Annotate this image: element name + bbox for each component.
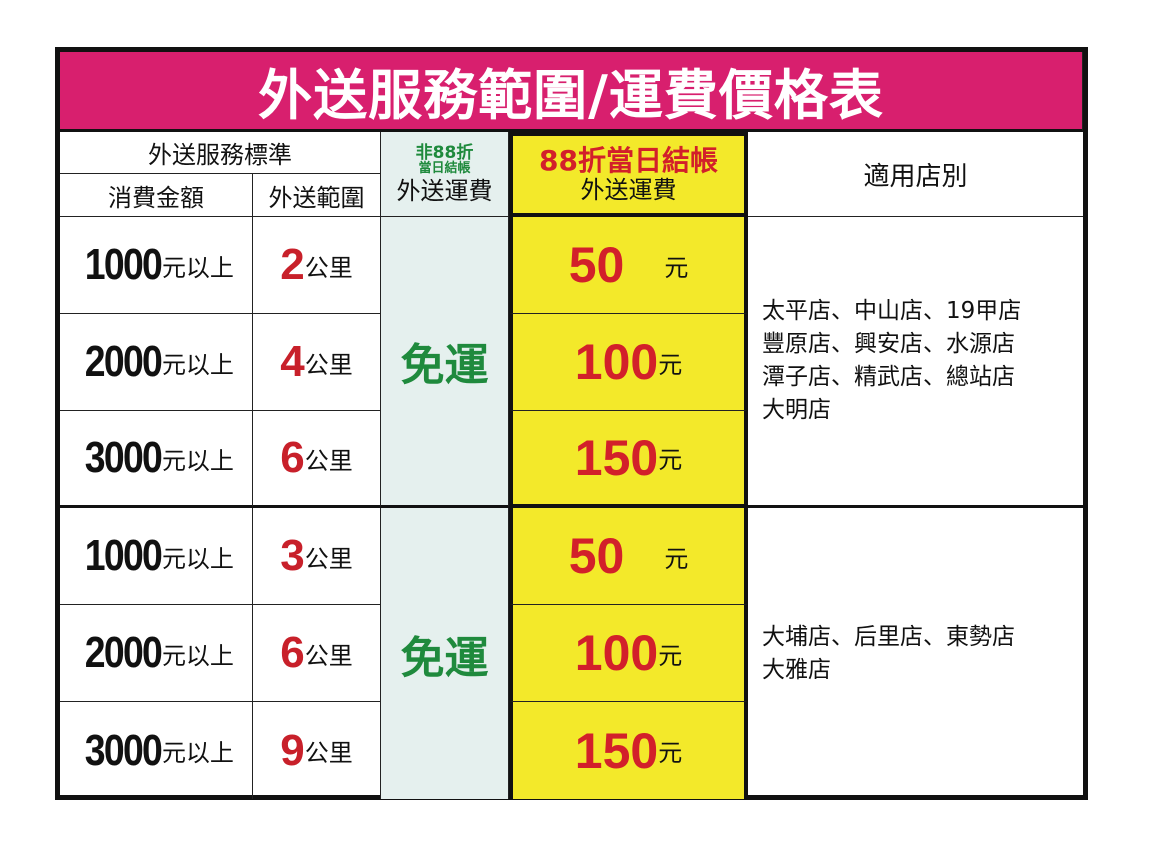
d88-fee-label: 外送運費 <box>580 175 677 204</box>
non88-label: 非88折 <box>415 143 474 163</box>
distance-value: 3 <box>280 531 305 580</box>
distance-cell: 6 公里 <box>253 411 381 508</box>
distance-value: 4 <box>280 337 305 386</box>
amount-unit: 元以上 <box>161 253 234 282</box>
header-range: 外送範圍 <box>253 174 381 217</box>
distance-cell: 9 公里 <box>253 702 381 799</box>
amount-cell: 1000 元以上 <box>60 217 253 314</box>
free-shipping-label: 免運 <box>400 632 489 684</box>
fee-value: 100 <box>574 625 659 681</box>
d88-label: 88折當日結帳 <box>539 143 718 177</box>
distance-unit: 公里 <box>304 350 353 379</box>
amount-cell: 2000 元以上 <box>60 314 253 411</box>
header-service-standard: 外送服務標準 <box>60 132 381 174</box>
free-shipping-label: 免運 <box>400 340 489 391</box>
distance-unit: 公里 <box>304 253 353 282</box>
distance-cell: 2 公里 <box>253 217 381 314</box>
fee-unit: 元 <box>658 641 683 670</box>
fee-unit: 元 <box>658 739 683 767</box>
table-title: 外送服務範圍/運費價格表 <box>60 52 1083 132</box>
amount-value: 3000 <box>84 725 163 775</box>
amount-unit: 元以上 <box>161 544 234 573</box>
amount-cell: 2000 元以上 <box>60 605 253 702</box>
amount-value: 2000 <box>84 337 163 386</box>
distance-unit: 公里 <box>304 544 353 573</box>
amount-cell: 1000 元以上 <box>60 508 253 605</box>
fee-cell: 50 元 <box>509 508 748 605</box>
distance-cell: 3 公里 <box>253 508 381 605</box>
amount-cell: 3000 元以上 <box>60 702 253 799</box>
free-shipping-cell: 免運 <box>381 217 509 508</box>
fee-cell: 100 元 <box>509 314 748 411</box>
stores-list: 大埔店、后里店、東勢店 大雅店 <box>762 623 1015 683</box>
stores-cell: 大埔店、后里店、東勢店 大雅店 <box>748 508 1083 799</box>
distance-cell: 4 公里 <box>253 314 381 411</box>
distance-value: 6 <box>280 628 305 677</box>
distance-value: 6 <box>280 433 305 482</box>
amount-unit: 元以上 <box>161 739 234 767</box>
non88-sublabel: 當日結帳 <box>418 161 471 176</box>
fee-value: 100 <box>574 334 659 390</box>
amount-value: 2000 <box>84 628 163 677</box>
fee-value: 50 <box>568 237 625 293</box>
fee-value: 50 <box>568 528 625 584</box>
stores-list: 太平店、中山店、19甲店 豐原店、興安店、水源店 潭子店、精武店、總站店 大明店 <box>762 298 1022 423</box>
fee-unit: 元 <box>664 253 689 282</box>
distance-value: 9 <box>280 725 305 775</box>
amount-unit: 元以上 <box>161 350 234 379</box>
amount-value: 3000 <box>84 433 163 482</box>
amount-cell: 3000 元以上 <box>60 411 253 508</box>
stores-cell: 太平店、中山店、19甲店 豐原店、興安店、水源店 潭子店、精武店、總站店 大明店 <box>748 217 1083 508</box>
distance-cell: 6 公里 <box>253 605 381 702</box>
amount-value: 1000 <box>84 531 163 580</box>
fee-unit: 元 <box>658 350 683 379</box>
fee-value: 150 <box>574 722 659 779</box>
free-shipping-cell: 免運 <box>381 508 509 799</box>
header-stores: 適用店別 <box>748 132 1083 217</box>
fee-cell: 100 元 <box>509 605 748 702</box>
distance-unit: 公里 <box>304 739 353 767</box>
fee-cell: 150 元 <box>509 411 748 508</box>
distance-value: 2 <box>280 240 305 289</box>
non88-fee-label: 外送運費 <box>396 177 493 205</box>
amount-unit: 元以上 <box>161 446 234 475</box>
header-non88-fee: 非88折 當日結帳 外送運費 <box>381 132 509 217</box>
price-table: 外送服務範圍/運費價格表 外送服務標準 消費金額 外送範圍 非88折 當日結帳 … <box>55 47 1088 800</box>
amount-value: 1000 <box>84 240 163 289</box>
distance-unit: 公里 <box>304 641 353 670</box>
fee-unit: 元 <box>664 544 689 573</box>
distance-unit: 公里 <box>304 446 353 475</box>
fee-cell: 50 元 <box>509 217 748 314</box>
header-amount: 消費金額 <box>60 174 253 217</box>
fee-cell: 150 元 <box>509 702 748 799</box>
amount-unit: 元以上 <box>161 641 234 670</box>
fee-value: 150 <box>574 429 659 486</box>
header-88-fee: 88折當日結帳 外送運費 <box>509 132 748 217</box>
fee-unit: 元 <box>658 446 683 474</box>
